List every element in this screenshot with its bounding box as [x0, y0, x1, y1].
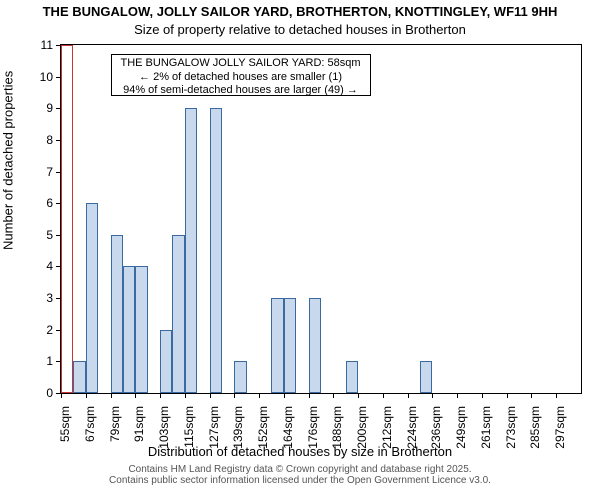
- x-tick-label: 103sqm: [157, 406, 171, 449]
- x-tick-mark: [358, 393, 359, 398]
- x-tick-mark: [210, 393, 211, 398]
- histogram-bar: [111, 235, 123, 393]
- y-tick-label: 8: [46, 133, 53, 147]
- histogram-bar: [234, 361, 246, 393]
- y-tick-label: 4: [46, 259, 53, 273]
- x-tick-mark: [111, 393, 112, 398]
- chart-container: THE BUNGALOW, JOLLY SAILOR YARD, BROTHER…: [0, 0, 600, 500]
- chart-subtitle: Size of property relative to detached ho…: [0, 22, 600, 37]
- x-tick-label: 67sqm: [83, 406, 97, 442]
- histogram-bar: [271, 298, 283, 393]
- histogram-bar: [420, 361, 432, 393]
- y-tick-label: 6: [46, 196, 53, 210]
- x-tick-mark: [507, 393, 508, 398]
- y-tick-label: 11: [41, 38, 53, 52]
- chart-footer: Contains HM Land Registry data © Crown c…: [0, 464, 600, 486]
- annotation-box: THE BUNGALOW JOLLY SAILOR YARD: 58sqm← 2…: [111, 54, 371, 96]
- annotation-line: THE BUNGALOW JOLLY SAILOR YARD: 58sqm: [118, 57, 364, 70]
- y-tick-label: 2: [46, 323, 53, 337]
- x-tick-label: 79sqm: [108, 406, 122, 442]
- x-tick-label: 285sqm: [528, 406, 542, 449]
- y-tick-label: 9: [46, 101, 53, 115]
- footer-line: Contains HM Land Registry data © Crown c…: [0, 464, 600, 475]
- y-tick-label: 0: [46, 386, 53, 400]
- annotation-line: ← 2% of detached houses are smaller (1): [118, 71, 364, 84]
- x-tick-label: 127sqm: [207, 406, 221, 449]
- histogram-bar: [86, 203, 98, 393]
- x-tick-label: 249sqm: [454, 406, 468, 449]
- y-tick-label: 3: [46, 291, 53, 305]
- x-tick-mark: [333, 393, 334, 398]
- x-tick-label: 164sqm: [281, 406, 295, 449]
- x-tick-mark: [556, 393, 557, 398]
- x-tick-label: 200sqm: [355, 406, 369, 449]
- histogram-bar: [284, 298, 296, 393]
- x-tick-label: 91sqm: [132, 406, 146, 442]
- x-tick-mark: [408, 393, 409, 398]
- x-tick-mark: [457, 393, 458, 398]
- x-tick-label: 115sqm: [182, 406, 196, 448]
- x-tick-label: 273sqm: [504, 406, 518, 449]
- y-tick-label: 1: [46, 354, 53, 368]
- x-tick-label: 152sqm: [256, 406, 270, 449]
- histogram-bar: [346, 361, 358, 393]
- x-tick-mark: [383, 393, 384, 398]
- y-axis-label: Number of detached properties: [1, 71, 16, 250]
- x-tick-mark: [309, 393, 310, 398]
- histogram-bar: [210, 108, 222, 393]
- x-tick-label: 55sqm: [58, 406, 72, 442]
- annotation-line: 94% of semi-detached houses are larger (…: [118, 84, 364, 97]
- y-tick-label: 5: [46, 228, 53, 242]
- histogram-bar: [185, 108, 197, 393]
- x-tick-label: 212sqm: [380, 406, 394, 449]
- x-tick-mark: [432, 393, 433, 398]
- histogram-bar: [73, 361, 85, 393]
- x-tick-label: 176sqm: [306, 406, 320, 449]
- x-tick-label: 261sqm: [479, 406, 493, 449]
- x-tick-mark: [160, 393, 161, 398]
- x-tick-label: 139sqm: [231, 406, 245, 449]
- x-tick-mark: [531, 393, 532, 398]
- x-tick-label: 236sqm: [429, 406, 443, 449]
- x-axis-label: Distribution of detached houses by size …: [0, 444, 600, 459]
- x-tick-mark: [185, 393, 186, 398]
- histogram-bar: [172, 235, 184, 393]
- histogram-bar: [123, 266, 135, 393]
- x-tick-mark: [61, 393, 62, 398]
- y-tick-label: 10: [40, 70, 53, 84]
- highlight-region: [61, 45, 73, 393]
- y-tick-label: 7: [46, 165, 53, 179]
- x-tick-mark: [482, 393, 483, 398]
- plot-area: 0123456789101155sqm67sqm79sqm91sqm103sqm…: [60, 44, 582, 394]
- histogram-bar: [309, 298, 321, 393]
- histogram-bar: [160, 330, 172, 393]
- x-tick-mark: [259, 393, 260, 398]
- histogram-bar: [135, 266, 147, 393]
- x-tick-label: 188sqm: [330, 406, 344, 449]
- x-tick-label: 224sqm: [405, 406, 419, 449]
- x-tick-mark: [135, 393, 136, 398]
- x-tick-mark: [86, 393, 87, 398]
- x-tick-mark: [284, 393, 285, 398]
- x-tick-label: 297sqm: [553, 406, 567, 449]
- footer-line: Contains public sector information licen…: [0, 475, 600, 486]
- x-tick-mark: [234, 393, 235, 398]
- chart-title: THE BUNGALOW, JOLLY SAILOR YARD, BROTHER…: [0, 4, 600, 19]
